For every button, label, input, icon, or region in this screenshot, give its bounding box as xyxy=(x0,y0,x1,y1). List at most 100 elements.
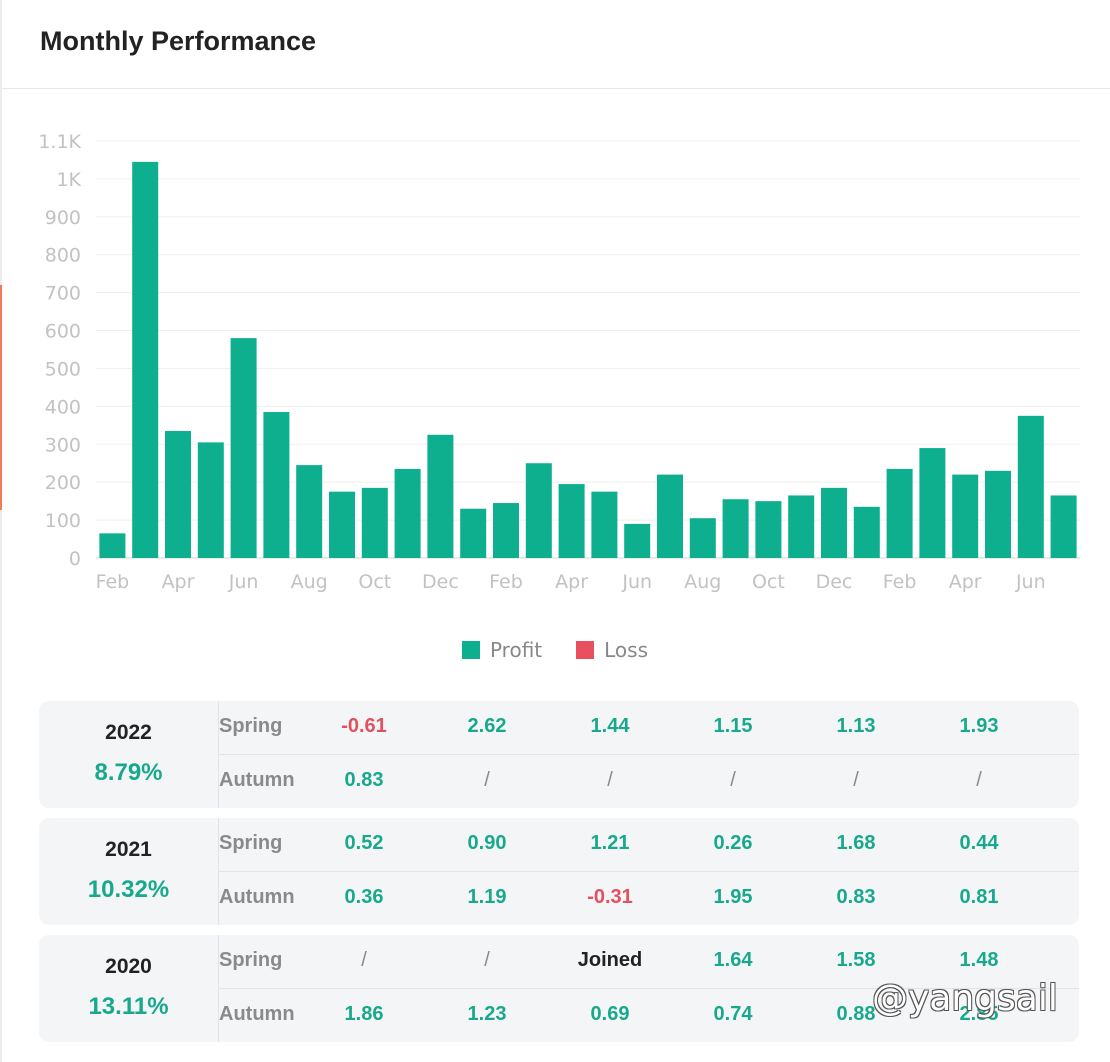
x-tick-label: Aug xyxy=(684,571,721,593)
year-label: 2021 xyxy=(105,838,152,861)
profit-bar[interactable] xyxy=(329,491,355,558)
profit-bar[interactable] xyxy=(460,508,487,558)
profit-bar[interactable] xyxy=(361,487,388,558)
return-cell: 1.13 xyxy=(836,715,876,737)
year-summary: 2021 10.32% xyxy=(39,818,219,925)
year-total-return: 8.79% xyxy=(94,759,163,786)
x-tick-label: Apr xyxy=(555,571,588,593)
monthly-bar-chart: 0 100 200 300 400 500 600 700 800 900 1K 1.1K Feb Apr… xyxy=(38,131,1080,593)
return-cell: 0.44 xyxy=(959,832,999,854)
profit-bar[interactable] xyxy=(722,499,749,558)
profit-bar[interactable] xyxy=(853,506,880,558)
return-cell: 2.62 xyxy=(467,715,507,737)
return-cell: 2.85 xyxy=(959,1003,999,1025)
season-label: Spring xyxy=(219,832,283,854)
y-tick-label: 1.1K xyxy=(38,131,81,153)
return-cell: 1.48 xyxy=(959,949,999,971)
profit-bar[interactable] xyxy=(165,431,191,558)
profit-bar[interactable] xyxy=(132,161,159,558)
y-tick-label: 700 xyxy=(45,283,81,305)
return-cell: 1.68 xyxy=(836,832,876,854)
legend-swatch-profit xyxy=(461,641,480,659)
season-row-spring: Spring -0.61 2.62 1.44 1.15 1.13 1.93 xyxy=(219,701,1079,755)
season-row-spring: Spring 0.52 0.90 1.21 0.26 1.68 0.44 xyxy=(219,818,1079,872)
profit-bar[interactable] xyxy=(1050,495,1077,558)
profit-bar[interactable] xyxy=(624,523,651,558)
profit-bar[interactable] xyxy=(788,495,815,558)
return-cell: / xyxy=(730,769,736,791)
chart-legend: Profit Loss xyxy=(0,638,1110,662)
year-block-2022: 2022 8.79% Spring -0.61 2.62 1.44 1.15 1.13 1.93… xyxy=(39,701,1079,808)
return-cell: 1.21 xyxy=(590,832,630,854)
x-tick-label: Dec xyxy=(422,571,459,593)
return-cell: 0.83 xyxy=(836,886,876,908)
season-label: Spring xyxy=(219,715,283,737)
watermark: @yangsail xyxy=(872,978,1058,1019)
profit-bar[interactable] xyxy=(525,463,552,558)
return-cell: 0.26 xyxy=(713,832,753,854)
return-cell: 1.93 xyxy=(959,715,999,737)
return-cell: 0.36 xyxy=(344,886,384,908)
return-cell: 1.64 xyxy=(713,949,753,971)
y-tick-label: 300 xyxy=(45,434,81,456)
profit-bar[interactable] xyxy=(558,484,585,558)
return-cell: 0.74 xyxy=(713,1003,753,1025)
x-tick-label: Dec xyxy=(816,571,853,593)
x-tick-label: Aug xyxy=(291,571,328,593)
x-tick-label: Jun xyxy=(621,571,652,593)
profit-bar[interactable] xyxy=(197,442,224,558)
profit-bar[interactable] xyxy=(493,503,519,558)
season-row-autumn: Autumn 0.83 / / / / / xyxy=(219,755,1079,808)
season-label: Autumn xyxy=(219,769,295,791)
profit-bar[interactable] xyxy=(985,470,1011,558)
profit-bar[interactable] xyxy=(952,474,979,558)
profit-bar[interactable] xyxy=(1017,415,1044,558)
return-cell: 1.23 xyxy=(467,1003,507,1025)
return-cell: 0.69 xyxy=(590,1003,630,1025)
return-cell: 0.81 xyxy=(959,886,999,908)
return-cell: -0.31 xyxy=(587,886,633,908)
profit-bar[interactable] xyxy=(821,487,847,558)
profit-bar[interactable] xyxy=(427,434,454,558)
profit-bar[interactable] xyxy=(230,338,257,558)
x-tick-label: Apr xyxy=(162,571,195,593)
season-label: Spring xyxy=(219,949,283,971)
year-total-return: 13.11% xyxy=(88,993,169,1020)
y-tick-label: 900 xyxy=(45,207,81,229)
x-tick-label: Feb xyxy=(489,571,523,593)
return-cell: 1.86 xyxy=(344,1003,384,1025)
year-label: 2022 xyxy=(105,721,152,744)
profit-bar[interactable] xyxy=(296,465,323,558)
profit-bar[interactable] xyxy=(657,474,683,558)
year-block-2021: 2021 10.32% Spring 0.52 0.90 1.21 0.26 1.68 0.44… xyxy=(39,818,1079,925)
profit-bar[interactable] xyxy=(394,468,421,558)
return-cell: 1.95 xyxy=(713,886,753,908)
return-cell: / xyxy=(484,769,490,791)
x-tick-label: Oct xyxy=(752,571,785,593)
return-cell: 0.90 xyxy=(467,832,507,854)
legend-label-profit: Profit xyxy=(489,638,543,662)
y-tick-label: 800 xyxy=(45,245,81,267)
y-tick-label: 100 xyxy=(45,510,81,532)
profit-bar[interactable] xyxy=(263,412,290,558)
year-label: 2020 xyxy=(105,955,152,978)
legend-item-loss[interactable]: Loss xyxy=(576,638,648,662)
profit-bar[interactable] xyxy=(886,468,913,558)
profit-bar[interactable] xyxy=(689,518,716,558)
year-total-return: 10.32% xyxy=(87,876,170,903)
return-cell: 1.58 xyxy=(836,949,876,971)
legend-item-profit[interactable]: Profit xyxy=(461,638,543,662)
y-tick-label: 200 xyxy=(45,472,81,494)
legend-label-loss: Loss xyxy=(604,638,649,662)
return-cell: 1.15 xyxy=(713,715,753,737)
return-cell: 0.83 xyxy=(344,769,384,791)
profit-bar[interactable] xyxy=(755,501,782,558)
x-tick-label: Jun xyxy=(228,571,259,593)
season-row-spring: Spring / / Joined 1.64 1.58 1.48 xyxy=(219,935,1079,989)
year-summary: 2022 8.79% xyxy=(39,701,219,808)
profit-bar[interactable] xyxy=(99,533,126,558)
profit-bar[interactable] xyxy=(591,491,618,558)
profit-bar[interactable] xyxy=(919,448,946,558)
y-tick-label: 600 xyxy=(45,321,81,343)
y-tick-label: 0 xyxy=(69,548,81,570)
